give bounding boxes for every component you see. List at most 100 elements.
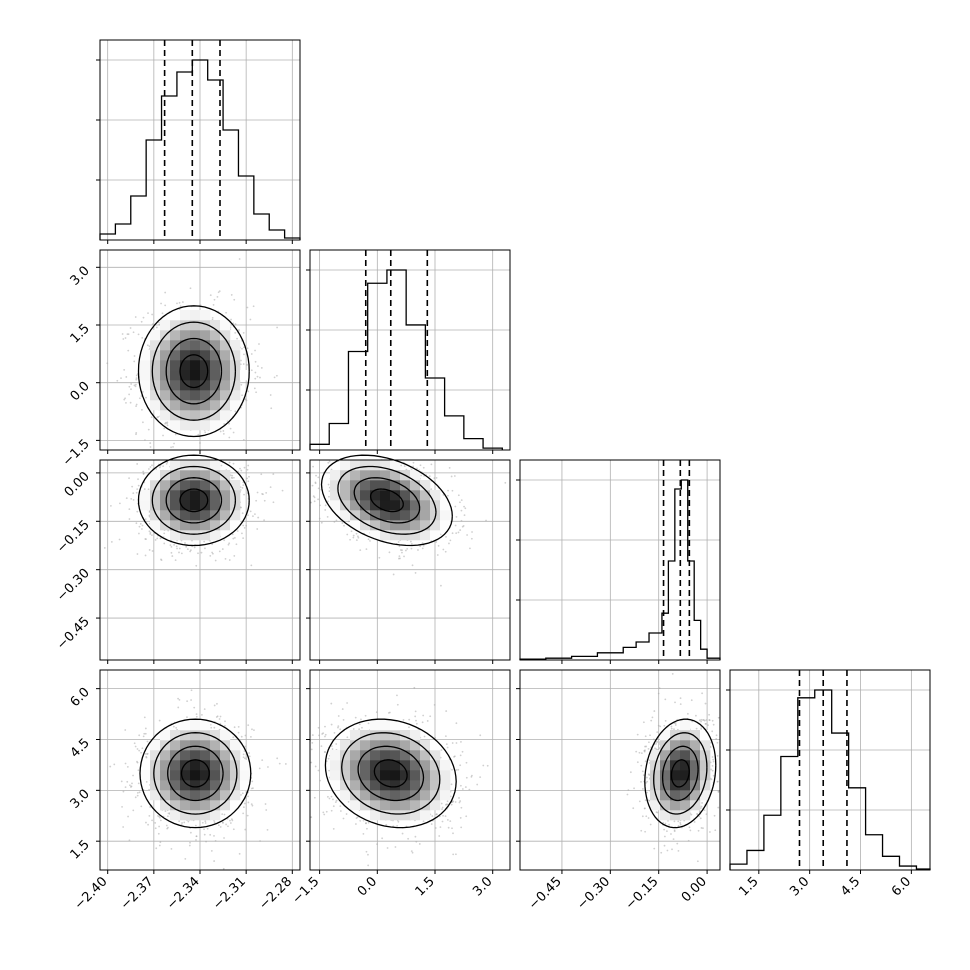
scatter-point <box>213 860 216 862</box>
scatter-point <box>199 442 201 444</box>
scatter-point <box>428 475 431 478</box>
density-block <box>440 510 451 521</box>
scatter-point <box>163 532 166 535</box>
density-block <box>220 410 231 421</box>
y-tick-label: −1.5 <box>60 437 93 470</box>
scatter-point <box>223 539 226 542</box>
scatter-point <box>204 547 206 550</box>
scatter-point <box>457 531 460 534</box>
scatter-point <box>272 473 275 475</box>
scatter-point <box>186 716 188 719</box>
density-block <box>140 370 151 381</box>
scatter-point <box>256 528 259 530</box>
scatter-point <box>221 813 224 816</box>
scatter-point <box>241 792 244 795</box>
scatter-point <box>233 726 236 729</box>
scatter-point <box>233 555 236 557</box>
density-block <box>200 750 211 761</box>
density-block <box>180 340 191 351</box>
scatter-point <box>273 376 276 379</box>
scatter-point <box>130 785 133 788</box>
density-block <box>210 740 221 751</box>
scatter-point <box>189 831 192 834</box>
scatter-point <box>246 363 249 366</box>
scatter-point <box>148 815 151 817</box>
scatter-point <box>175 726 178 729</box>
density-block <box>200 320 211 331</box>
scatter-point <box>167 812 170 815</box>
scatter-point <box>211 543 214 546</box>
scatter-point <box>135 378 138 381</box>
density-block <box>200 720 211 731</box>
scatter-point <box>123 398 126 401</box>
scatter-point <box>136 794 139 797</box>
scatter-point <box>459 529 462 531</box>
scatter-point <box>254 377 257 380</box>
scatter-point <box>163 542 166 545</box>
density-block <box>200 460 211 471</box>
scatter-point <box>244 745 247 748</box>
scatter-point <box>248 755 251 758</box>
density-block <box>220 360 231 371</box>
scatter-point <box>453 475 456 477</box>
scatter-point <box>250 735 252 738</box>
scatter-point <box>130 498 133 500</box>
scatter-point <box>419 464 422 467</box>
scatter-point <box>135 433 137 436</box>
density-block <box>210 490 221 501</box>
density-block <box>380 490 391 501</box>
density-block <box>150 740 161 751</box>
scatter-point <box>426 720 429 722</box>
density-block <box>140 360 151 371</box>
scatter-point <box>170 545 173 548</box>
density-block <box>170 510 181 521</box>
scatter-point <box>421 542 424 544</box>
scatter-point <box>148 530 151 533</box>
scatter-point <box>121 333 124 335</box>
density-block <box>180 800 191 811</box>
x-tick-label: −2.40 <box>72 874 111 913</box>
scatter-point <box>190 699 192 701</box>
density-block <box>150 770 161 781</box>
scatter-point <box>243 353 245 356</box>
scatter-point <box>249 510 252 513</box>
density-block <box>220 340 231 351</box>
density-block <box>150 480 161 491</box>
scatter-point <box>209 833 212 836</box>
scatter-point <box>136 760 138 763</box>
scatter-point <box>232 322 235 325</box>
histogram-panel-1 <box>306 250 510 450</box>
scatter-point <box>328 495 330 498</box>
density-block <box>170 780 181 791</box>
density-block <box>190 510 201 521</box>
scatter-point <box>444 550 447 553</box>
scatter-point <box>392 573 395 576</box>
scatter-point <box>232 828 235 831</box>
scatter-point <box>236 530 239 532</box>
scatter-point <box>178 547 181 550</box>
scatter-point <box>142 735 145 738</box>
density-block <box>390 520 401 531</box>
density-block <box>210 730 221 741</box>
scatter-point <box>470 537 473 540</box>
density-block <box>200 400 211 411</box>
scatter-point <box>177 706 180 709</box>
scatter-point <box>247 795 249 798</box>
scatter-point <box>210 726 213 729</box>
scatter-point <box>148 511 151 513</box>
scatter-point <box>206 827 209 830</box>
scatter-point <box>317 498 320 501</box>
density-block <box>140 770 151 781</box>
scatter-point <box>143 716 146 719</box>
scatter-point <box>157 416 160 418</box>
scatter-point <box>327 500 329 503</box>
scatter-point <box>354 716 357 719</box>
scatter-point <box>252 787 254 790</box>
scatter-point <box>317 487 320 490</box>
scatter-point <box>148 788 151 791</box>
scatter-point <box>240 469 243 472</box>
density-block <box>210 390 221 401</box>
scatter-point <box>394 846 397 848</box>
scatter-point <box>141 390 144 393</box>
scatter-point <box>357 536 360 539</box>
